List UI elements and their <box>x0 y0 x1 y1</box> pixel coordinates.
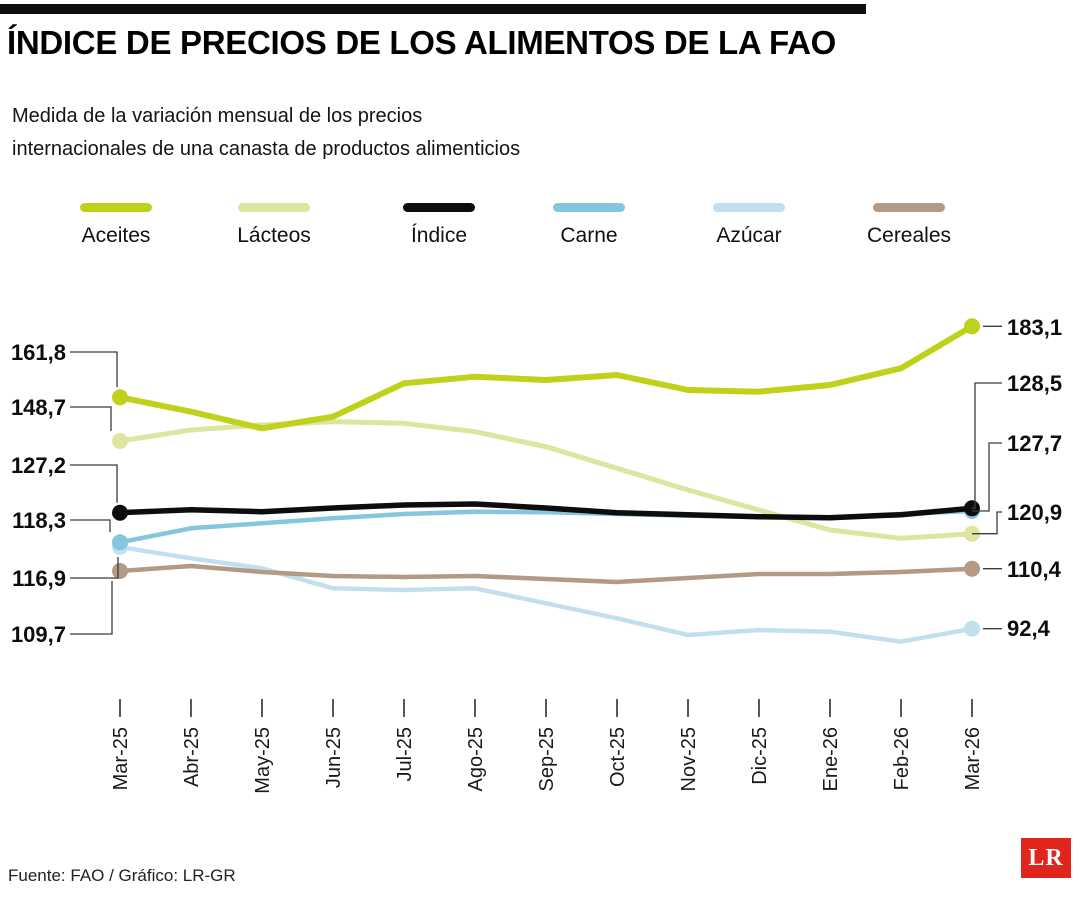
legend-swatch-aceites <box>80 203 152 212</box>
x-axis-label: Sep-25 <box>536 727 558 792</box>
start-value-azucar: 116,9 <box>12 566 66 591</box>
page-title: ÍNDICE DE PRECIOS DE LOS ALIMENTOS DE LA… <box>7 24 836 61</box>
start-value-aceites: 161,8 <box>11 340 66 365</box>
legend-item-aceites: Aceites <box>61 203 171 248</box>
x-axis: Mar-25 Abr-25 May-25 Jun-25 Jul-25 Ago-25 Sep-… <box>110 699 984 794</box>
start-leader-indice <box>70 464 118 503</box>
start-value-indice: 127,2 <box>11 453 66 478</box>
top-accent-bar <box>0 4 866 14</box>
chart-subtitle: Medida de la variación mensual de los pr… <box>12 100 520 166</box>
end-value-indice: 128,5 <box>1007 371 1062 396</box>
legend-swatch-cereales <box>873 203 945 212</box>
legend-label-aceites: Aceites <box>81 224 151 247</box>
end-dot-aceites <box>964 318 980 335</box>
series-indice <box>112 500 980 521</box>
subtitle-line-1: Medida de la variación mensual de los pr… <box>12 105 423 127</box>
legend-item-carne: Carne <box>534 203 644 248</box>
x-axis-label: Jul-25 <box>394 727 416 781</box>
end-value-azucar: 92,4 <box>1007 616 1051 641</box>
end-value-labels: 183,1 120,9 128,5 127,7 92,4 110,4 <box>972 315 1062 641</box>
subtitle-line-2: internacionales de una canasta de produc… <box>12 138 521 160</box>
end-value-cereales: 110,4 <box>1007 557 1062 582</box>
start-leader-cereales <box>70 581 113 635</box>
x-axis-label: Nov-25 <box>678 727 700 791</box>
series-line-lacteos <box>117 419 975 541</box>
x-axis-label: Ene-26 <box>820 727 842 792</box>
start-value-cereales: 109,7 <box>11 622 66 647</box>
series-line-aceites <box>117 323 975 432</box>
footer: Fuente: FAO / Gráfico: LR-GR <box>8 866 236 886</box>
end-leader-carne <box>972 442 1002 512</box>
end-leader-indice <box>972 382 1002 509</box>
legend-item-azucar: Azúcar <box>694 203 804 248</box>
legend-swatch-carne <box>553 203 625 212</box>
end-value-aceites: 183,1 <box>1007 315 1062 340</box>
start-leader-aceites <box>70 351 118 388</box>
start-leader-carne <box>70 519 111 533</box>
x-axis-label: Ago-25 <box>465 727 487 792</box>
legend-swatch-azucar <box>713 203 785 212</box>
series-line-indice <box>117 501 975 521</box>
x-axis-label: Mar-25 <box>110 727 132 790</box>
legend-label-indice: Índice <box>410 224 468 247</box>
legend-label-cereales: Cereales <box>866 224 952 247</box>
start-leader-azucar <box>70 557 119 579</box>
lr-logo: LR <box>1021 838 1071 878</box>
chart-legend: Aceites Lácteos Índice Carne Azúcar Cereales <box>0 203 1080 265</box>
x-axis-label: Abr-25 <box>181 727 203 787</box>
legend-label-carne: Carne <box>560 224 618 247</box>
start-value-labels: 161,8 148,7 127,2 118,3 116,9 109,7 <box>11 340 119 647</box>
price-index-line-chart: Mar-25 Abr-25 May-25 Jun-25 Jul-25 Ago-25 Sep-… <box>11 315 1062 794</box>
start-dot-carne <box>112 534 128 551</box>
x-axis-label: May-25 <box>252 727 274 794</box>
series-azucar <box>112 539 980 644</box>
lr-logo-text: LR <box>1028 844 1064 871</box>
series-cereales <box>112 560 980 585</box>
end-value-carne: 127,7 <box>1007 431 1062 456</box>
legend-swatch-indice <box>403 203 475 212</box>
series-line-cereales <box>117 563 975 585</box>
start-dot-lacteos <box>112 433 128 449</box>
x-axis-label: Jun-25 <box>323 727 345 788</box>
legend-item-lacteos: Lácteos <box>219 203 329 248</box>
legend-label-lacteos: Lácteos <box>237 224 311 247</box>
x-axis-label: Mar-26 <box>962 727 984 790</box>
start-leader-lacteos <box>70 406 112 431</box>
legend-item-cereales: Cereales <box>854 203 964 248</box>
source-credit: Fuente: FAO / Gráfico: LR-GR <box>8 866 236 885</box>
end-leader-lacteos <box>972 511 1002 535</box>
start-dot-cereales <box>112 563 128 579</box>
legend-swatch-lacteos <box>238 203 310 212</box>
series-aceites <box>112 318 980 432</box>
series-line-azucar <box>117 544 975 644</box>
start-value-carne: 118,3 <box>12 508 66 533</box>
end-value-lacteos: 120,9 <box>1007 500 1062 525</box>
end-dot-cereales <box>964 560 980 577</box>
start-dot-aceites <box>112 389 128 406</box>
end-dot-azucar <box>964 620 980 637</box>
x-axis-label: Feb-26 <box>891 727 913 790</box>
x-axis-label: Dic-25 <box>749 727 771 785</box>
start-dot-indice <box>112 504 128 521</box>
legend-label-azucar: Azúcar <box>716 224 782 247</box>
x-axis-label: Oct-25 <box>607 727 629 787</box>
start-value-lacteos: 148,7 <box>11 395 66 420</box>
legend-item-indice: Índice <box>384 203 494 248</box>
